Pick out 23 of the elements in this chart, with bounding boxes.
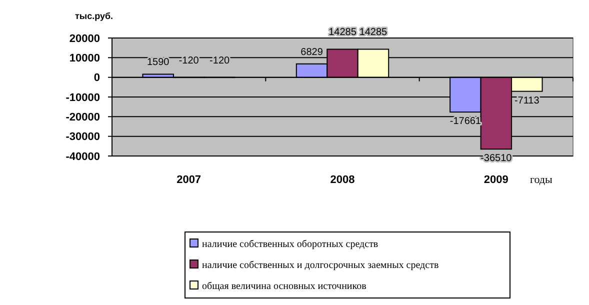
data-label: 1590 (146, 57, 170, 68)
y-axis-title: тыс.руб. (75, 11, 114, 21)
data-label: 14285 (328, 27, 357, 38)
data-label: -7113 (514, 95, 540, 106)
data-label: 6829 (300, 46, 324, 58)
data-label: -36510 (480, 153, 512, 164)
y-tick-label: -30000 (66, 131, 100, 144)
x-tick-label: 2007 (176, 174, 202, 186)
y-tick-label: 20000 (69, 32, 100, 45)
x-tick-label: 2008 (330, 174, 355, 186)
legend-label: наличие собственных и долгосрочных заемных средств (202, 260, 439, 271)
data-label: -17661 (450, 116, 482, 128)
data-label: -120 (178, 55, 200, 66)
y-tick-label: -40000 (66, 150, 100, 163)
y-tick-label: -10000 (66, 92, 100, 104)
legend-label: наличие собственных оборотных средств (202, 239, 378, 250)
y-tick-label: -20000 (66, 112, 100, 124)
y-tick-label: 10000 (69, 52, 100, 65)
x-tick-label: 2009 (484, 174, 508, 186)
y-tick-label: 0 (94, 72, 100, 84)
x-axis-title: годы (530, 174, 554, 186)
data-label: 14285 (359, 27, 388, 38)
legend-label: общая величина основных источников (202, 281, 367, 292)
